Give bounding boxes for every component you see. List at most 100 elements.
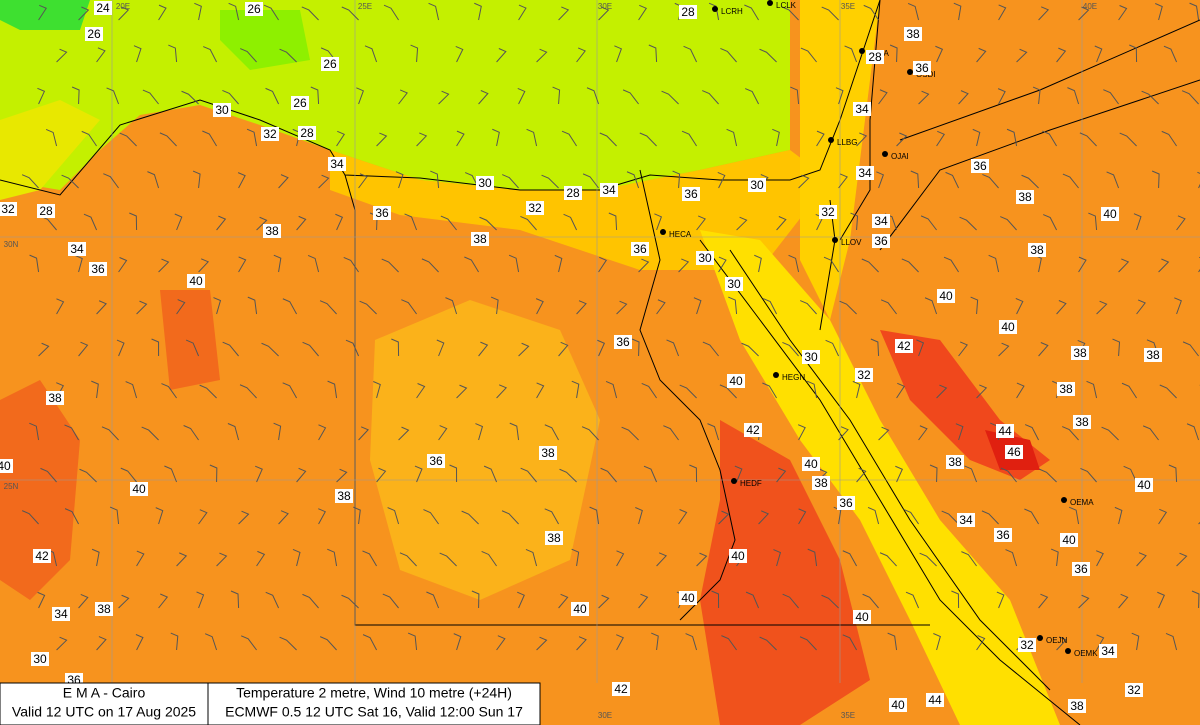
wind-barb — [905, 591, 920, 609]
temperature-label: 38 — [1070, 699, 1084, 713]
temperature-box — [1028, 243, 1046, 257]
wind-barb — [558, 593, 569, 609]
wind-barb — [711, 590, 720, 609]
wind-barb — [1095, 550, 1104, 567]
wind-barb — [509, 422, 520, 441]
wind-barb — [204, 633, 218, 651]
station-label: OEMK — [1074, 649, 1098, 658]
wind-barb — [936, 384, 948, 399]
temperature-box — [612, 682, 630, 696]
wind-barb — [1024, 508, 1039, 525]
wind-barb — [222, 89, 239, 105]
wind-barb — [129, 212, 138, 231]
station-label: HEDF — [740, 479, 762, 488]
wind-barb — [101, 426, 119, 441]
wind-barb — [988, 254, 1000, 273]
temperature-box — [748, 178, 766, 192]
temperature-box — [564, 186, 582, 200]
wind-barb — [164, 465, 178, 483]
temperature-label: 34 — [70, 242, 84, 256]
wind-barb — [118, 594, 130, 609]
wind-barb — [976, 47, 987, 63]
wind-barb — [21, 510, 39, 525]
temperature-label: 30 — [804, 350, 818, 364]
wind-barb — [141, 426, 159, 441]
coast-band — [0, 100, 100, 200]
wind-barb — [541, 174, 559, 189]
wind-barb — [518, 342, 530, 357]
wind-barb — [718, 256, 727, 273]
temperature-label: 26 — [247, 2, 261, 16]
temperature-box — [725, 277, 743, 291]
wind-barb — [1123, 465, 1138, 483]
wind-barb — [981, 510, 999, 525]
temperature-box — [1135, 478, 1153, 492]
temperature-box — [476, 176, 494, 190]
sea-cool — [220, 10, 310, 70]
wind-barb — [681, 130, 697, 147]
station-dot — [767, 0, 773, 6]
wind-barb — [301, 6, 319, 21]
footer-right-box — [207, 682, 541, 725]
wind-barb — [198, 258, 210, 273]
station-label: HECA — [669, 230, 692, 239]
wind-barb — [29, 422, 40, 441]
sea-cool — [0, 0, 90, 30]
wind-barb — [517, 591, 525, 609]
temperature-label: 24 — [96, 1, 110, 15]
grid-label: 30N — [4, 240, 19, 249]
wind-barb — [561, 130, 577, 147]
wind-barb — [213, 297, 222, 315]
temperature-label: 34 — [874, 214, 888, 228]
temperature-label: 40 — [804, 457, 818, 471]
station-dot — [712, 6, 718, 12]
temperature-box — [1068, 699, 1086, 713]
wind-barb — [318, 174, 330, 189]
wind-barb — [920, 215, 937, 231]
wind-barb — [631, 338, 640, 357]
wind-barb — [1159, 384, 1177, 399]
temperature-box — [95, 602, 113, 616]
wind-barb — [1165, 632, 1178, 651]
wind-barb — [614, 45, 623, 63]
station-dot — [859, 48, 865, 54]
wind-barb — [842, 634, 858, 651]
wind-barb — [1103, 89, 1119, 105]
temperature-box — [812, 476, 830, 490]
wind-barb — [598, 256, 608, 273]
wind-barb — [683, 45, 698, 63]
temperature-box — [526, 201, 544, 215]
temperature-label: 26 — [87, 27, 101, 41]
wind-barb — [199, 384, 217, 399]
temperature-label: 40 — [0, 459, 11, 473]
temperature-label: 46 — [1007, 445, 1021, 459]
wind-barb — [586, 87, 600, 105]
wind-barb — [1078, 594, 1090, 609]
wind-barb — [185, 339, 200, 357]
temperature-label: 38 — [547, 531, 561, 545]
temperature-box — [0, 459, 13, 473]
wind-barb — [1038, 6, 1050, 21]
temperature-label: 42 — [897, 339, 911, 353]
wind-barb — [496, 384, 508, 399]
wind-barb — [924, 297, 938, 315]
temperature-box — [866, 50, 884, 64]
wind-barb — [744, 4, 759, 21]
wind-barb — [216, 215, 227, 231]
wind-barb — [376, 132, 388, 147]
wind-barb — [1006, 128, 1018, 147]
wind-barb — [256, 550, 266, 567]
wind-barb — [64, 508, 80, 525]
wind-barb — [341, 6, 359, 21]
wind-barb — [661, 90, 679, 105]
temperature-box — [1144, 348, 1162, 362]
temperature-label: 40 — [729, 374, 743, 388]
wind-barb — [741, 342, 759, 357]
wind-barb — [1141, 90, 1159, 105]
wind-barb — [1062, 173, 1079, 189]
temperature-label: 32 — [263, 127, 277, 141]
wind-barb — [1168, 464, 1178, 483]
wind-barb — [941, 510, 959, 525]
wind-barb — [45, 128, 58, 147]
